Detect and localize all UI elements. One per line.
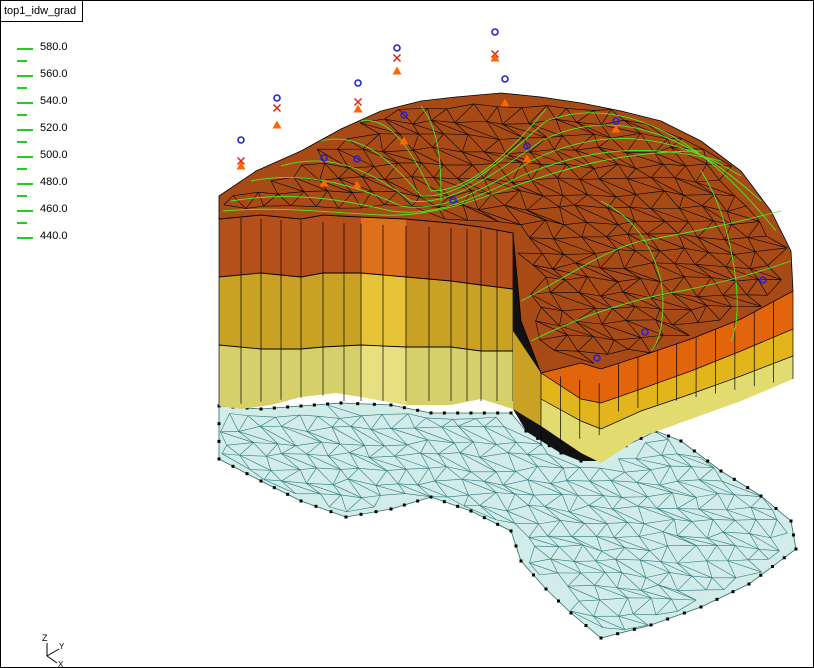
legend-minor-tick bbox=[17, 195, 27, 197]
axis-y-label: Y bbox=[59, 642, 65, 651]
legend-label: 440.0 bbox=[40, 230, 68, 242]
triangle-marker-icon bbox=[352, 180, 362, 189]
circle-marker-icon bbox=[593, 354, 601, 362]
circle-marker-icon bbox=[759, 276, 767, 284]
legend-line-icon bbox=[17, 75, 33, 77]
circle-marker-icon bbox=[237, 136, 245, 144]
legend-entry: 520.0 bbox=[17, 118, 97, 145]
legend-entry: 480.0 bbox=[17, 172, 97, 199]
x-marker-icon bbox=[353, 97, 363, 107]
circle-marker-icon bbox=[501, 75, 509, 83]
x-marker-icon bbox=[236, 156, 246, 166]
legend-line-icon bbox=[17, 48, 33, 50]
triangle-marker-icon bbox=[399, 136, 409, 145]
legend-entry: 580.0 bbox=[17, 37, 97, 64]
legend-minor-tick bbox=[17, 222, 27, 224]
circle-marker-icon bbox=[400, 111, 408, 119]
triangle-marker-icon bbox=[392, 66, 402, 75]
circle-marker-icon bbox=[612, 117, 620, 125]
legend-line-icon bbox=[17, 156, 33, 158]
legend-label: 520.0 bbox=[40, 122, 68, 134]
legend-entry: 460.0 bbox=[17, 199, 97, 226]
viewport-title: top1_idw_grad bbox=[1, 1, 84, 22]
triangle-marker-icon bbox=[236, 161, 246, 170]
x-marker-icon bbox=[392, 53, 402, 63]
legend-label: 560.0 bbox=[40, 68, 68, 80]
axis-x-label: X bbox=[58, 660, 64, 667]
legend-line-icon bbox=[17, 237, 33, 239]
triangle-marker-icon bbox=[353, 104, 363, 113]
scatter-markers bbox=[236, 28, 767, 362]
triangle-marker-icon bbox=[522, 154, 532, 163]
circle-marker-icon bbox=[354, 79, 362, 87]
circle-marker-icon bbox=[491, 28, 499, 36]
circle-marker-icon bbox=[353, 155, 361, 163]
legend-label: 540.0 bbox=[40, 95, 68, 107]
triangle-marker-icon bbox=[500, 98, 510, 107]
legend-minor-tick bbox=[17, 141, 27, 143]
circle-marker-icon bbox=[449, 196, 457, 204]
circle-marker-icon bbox=[393, 44, 401, 52]
top-surface bbox=[218, 92, 794, 374]
legend-entry: 540.0 bbox=[17, 91, 97, 118]
triangle-marker-icon bbox=[272, 120, 282, 129]
legend-entry: 560.0 bbox=[17, 64, 97, 91]
triangle-marker-icon bbox=[611, 124, 621, 133]
legend-line-icon bbox=[17, 102, 33, 104]
legend-minor-tick bbox=[17, 60, 27, 62]
western-block-side bbox=[218, 214, 514, 409]
legend-label: 460.0 bbox=[40, 203, 68, 215]
legend-minor-tick bbox=[17, 114, 27, 116]
circle-marker-icon bbox=[273, 94, 281, 102]
axis-triad-icon bbox=[46, 643, 60, 664]
legend-minor-tick bbox=[17, 168, 27, 170]
circle-marker-icon bbox=[641, 328, 649, 336]
legend-entry: 500.0 bbox=[17, 145, 97, 172]
axis-z-label: Z bbox=[42, 633, 48, 643]
legend-line-icon bbox=[17, 183, 33, 185]
legend-line-icon bbox=[17, 210, 33, 212]
triangle-marker-icon bbox=[319, 178, 329, 187]
circle-marker-icon bbox=[523, 142, 531, 150]
base-mesh bbox=[217, 401, 798, 640]
legend-label: 500.0 bbox=[40, 149, 68, 161]
legend-entry: 440.0 bbox=[17, 226, 97, 253]
x-marker-icon bbox=[272, 103, 282, 113]
eastern-block-side bbox=[513, 233, 794, 463]
triangle-marker-icon bbox=[490, 53, 500, 62]
circle-marker-icon bbox=[320, 154, 328, 162]
legend-label: 580.0 bbox=[40, 41, 68, 53]
legend-line-icon bbox=[17, 129, 33, 131]
contour-legend: 580.0 560.0 540.0 520.0 500.0 480.0 460.… bbox=[17, 37, 97, 253]
legend-label: 480.0 bbox=[40, 176, 68, 188]
legend-minor-tick bbox=[17, 87, 27, 89]
